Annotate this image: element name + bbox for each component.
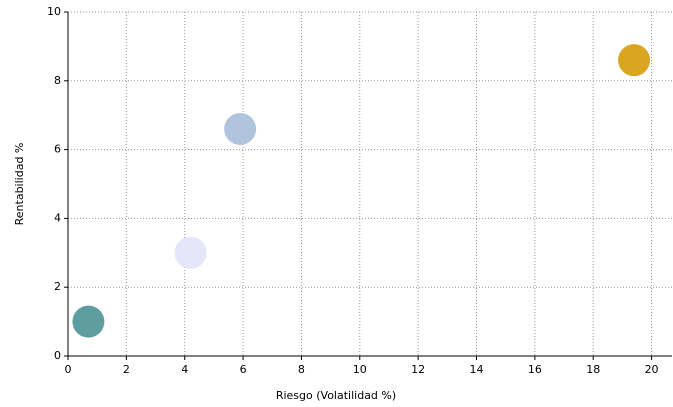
y-axis-label: Rentabilidad % — [13, 143, 26, 226]
x-tick-label: 16 — [528, 363, 542, 376]
x-tick-label: 6 — [240, 363, 247, 376]
y-tick-label: 10 — [47, 5, 61, 18]
y-tick-label: 6 — [54, 143, 61, 156]
y-tick-label: 2 — [54, 280, 61, 293]
x-tick-label: 18 — [586, 363, 600, 376]
point — [618, 44, 651, 77]
point — [72, 305, 105, 338]
point — [174, 236, 207, 269]
x-tick-label: 20 — [645, 363, 659, 376]
x-axis-label: Riesgo (Volatilidad %) — [276, 389, 396, 402]
y-tick-label: 4 — [54, 211, 61, 224]
x-tick-label: 8 — [298, 363, 305, 376]
point — [224, 112, 257, 145]
x-tick-label: 2 — [123, 363, 130, 376]
x-tick-label: 0 — [65, 363, 72, 376]
x-tick-label: 12 — [411, 363, 425, 376]
y-tick-label: 0 — [54, 349, 61, 362]
x-tick-label: 10 — [353, 363, 367, 376]
x-tick-label: 4 — [181, 363, 188, 376]
x-tick-label: 14 — [470, 363, 484, 376]
y-tick-label: 8 — [54, 74, 61, 87]
